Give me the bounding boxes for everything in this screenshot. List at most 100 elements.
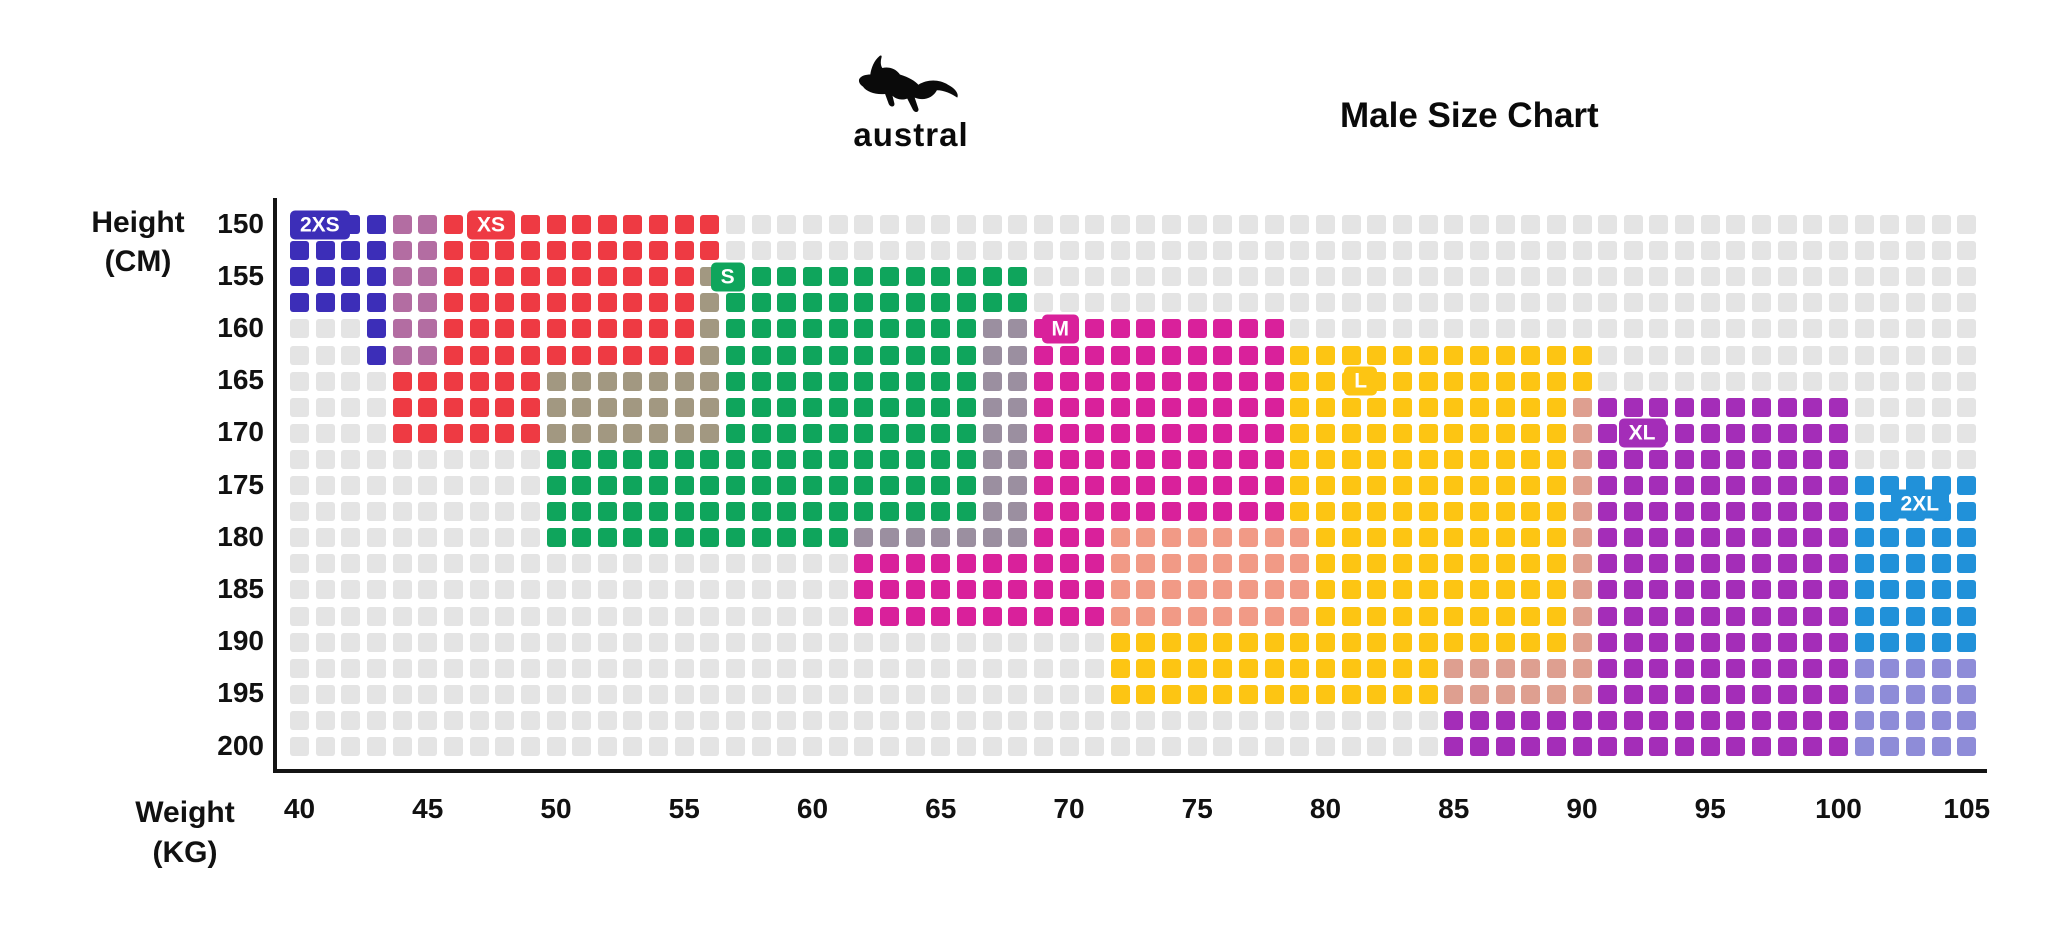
- grid-cell: [751, 397, 771, 417]
- grid-cell: [1649, 554, 1669, 574]
- grid-cell: [905, 215, 925, 234]
- grid-cell: [1572, 502, 1592, 522]
- grid-cell: [649, 580, 669, 600]
- grid-cell: [803, 241, 822, 261]
- grid-cell: [1495, 554, 1515, 574]
- grid-cell: [803, 710, 822, 730]
- grid-cell: [726, 215, 746, 234]
- grid-cell: [1880, 632, 1900, 652]
- grid-cell: [1264, 684, 1284, 704]
- grid-cell: [1700, 267, 1720, 287]
- grid-cell: [1598, 293, 1618, 313]
- grid-cell: [1110, 423, 1130, 443]
- grid-cell: [726, 580, 746, 600]
- grid-cell: [546, 293, 566, 313]
- grid-cell: [649, 632, 669, 652]
- grid-cell: [1418, 215, 1438, 234]
- grid-cell: [1521, 502, 1541, 522]
- x-tick-75: 75: [1181, 793, 1213, 824]
- grid-cell: [674, 215, 694, 234]
- grid-cell: [1316, 345, 1335, 365]
- grid-cell: [1367, 449, 1387, 469]
- grid-cell: [1623, 476, 1643, 495]
- grid-cell: [341, 580, 361, 600]
- grid-cell: [777, 658, 797, 678]
- grid-cell: [1213, 267, 1233, 287]
- grid-cell: [1572, 397, 1592, 417]
- grid-cell: [1521, 606, 1541, 626]
- grid-cell: [1008, 502, 1028, 522]
- grid-cell: [1162, 632, 1182, 652]
- grid-cell: [341, 397, 361, 417]
- grid-cell: [546, 684, 566, 704]
- grid-cell: [1675, 293, 1695, 313]
- grid-cell: [777, 476, 797, 495]
- grid-cell: [982, 502, 1002, 522]
- grid-cell: [1931, 737, 1951, 756]
- grid-cell: [597, 606, 617, 626]
- grid-cell: [1598, 371, 1618, 391]
- grid-cell: [1290, 658, 1310, 678]
- grid-cell: [1392, 710, 1412, 730]
- grid-cell: [1392, 632, 1412, 652]
- grid-cell: [1367, 502, 1387, 522]
- grid-cell: [597, 528, 617, 548]
- grid-cell: [546, 737, 566, 756]
- grid-cell: [341, 293, 361, 313]
- grid-cell: [623, 267, 643, 287]
- grid-cell: [1752, 423, 1772, 443]
- grid-cell: [1803, 293, 1823, 313]
- grid-cell: [674, 476, 694, 495]
- grid-cell: [1316, 423, 1335, 443]
- grid-cell: [1931, 267, 1951, 287]
- grid-cell: [1829, 449, 1848, 469]
- grid-cell: [1598, 215, 1618, 234]
- grid-cell: [982, 580, 1002, 600]
- grid-cell: [1264, 241, 1284, 261]
- grid-cell: [879, 502, 899, 522]
- grid-cell: [469, 684, 489, 704]
- grid-cell: [1367, 423, 1387, 443]
- grid-cell: [1726, 737, 1746, 756]
- grid-cell: [1187, 632, 1207, 652]
- grid-cell: [1572, 476, 1592, 495]
- grid-cell: [649, 215, 669, 234]
- grid-cell: [443, 684, 463, 704]
- y-axis-line: [273, 198, 277, 773]
- grid-cell: [1905, 684, 1925, 704]
- grid-cell: [495, 606, 515, 626]
- grid-cell: [1444, 319, 1464, 339]
- grid-cell: [1675, 580, 1695, 600]
- grid-cell: [828, 710, 848, 730]
- x-tick-100: 100: [1815, 793, 1862, 824]
- grid-cell: [1726, 345, 1746, 365]
- grid-cell: [520, 684, 540, 704]
- grid-cell: [1854, 710, 1874, 730]
- grid-cell: [1829, 684, 1848, 704]
- grid-cell: [290, 423, 309, 443]
- grid-cell: [803, 371, 822, 391]
- grid-cell: [1213, 710, 1233, 730]
- grid-cell: [392, 371, 412, 391]
- grid-cell: [751, 606, 771, 626]
- grid-cell: [726, 737, 746, 756]
- grid-cell: [828, 293, 848, 313]
- grid-cell: [1136, 476, 1156, 495]
- grid-cell: [1136, 606, 1156, 626]
- grid-cell: [1136, 319, 1156, 339]
- grid-cell: [931, 737, 951, 756]
- grid-cell: [905, 606, 925, 626]
- grid-cell: [1290, 737, 1310, 756]
- grid-cell: [1777, 710, 1797, 730]
- grid-cell: [1264, 632, 1284, 652]
- grid-cell: [931, 684, 951, 704]
- grid-cell: [1623, 658, 1643, 678]
- grid-cell: [1854, 319, 1874, 339]
- grid-cell: [315, 293, 335, 313]
- grid-cell: [546, 215, 566, 234]
- grid-cell: [597, 710, 617, 730]
- grid-cell: [1316, 371, 1335, 391]
- grid-cell: [341, 449, 361, 469]
- grid-cell: [1829, 423, 1848, 443]
- grid-cell: [1598, 710, 1618, 730]
